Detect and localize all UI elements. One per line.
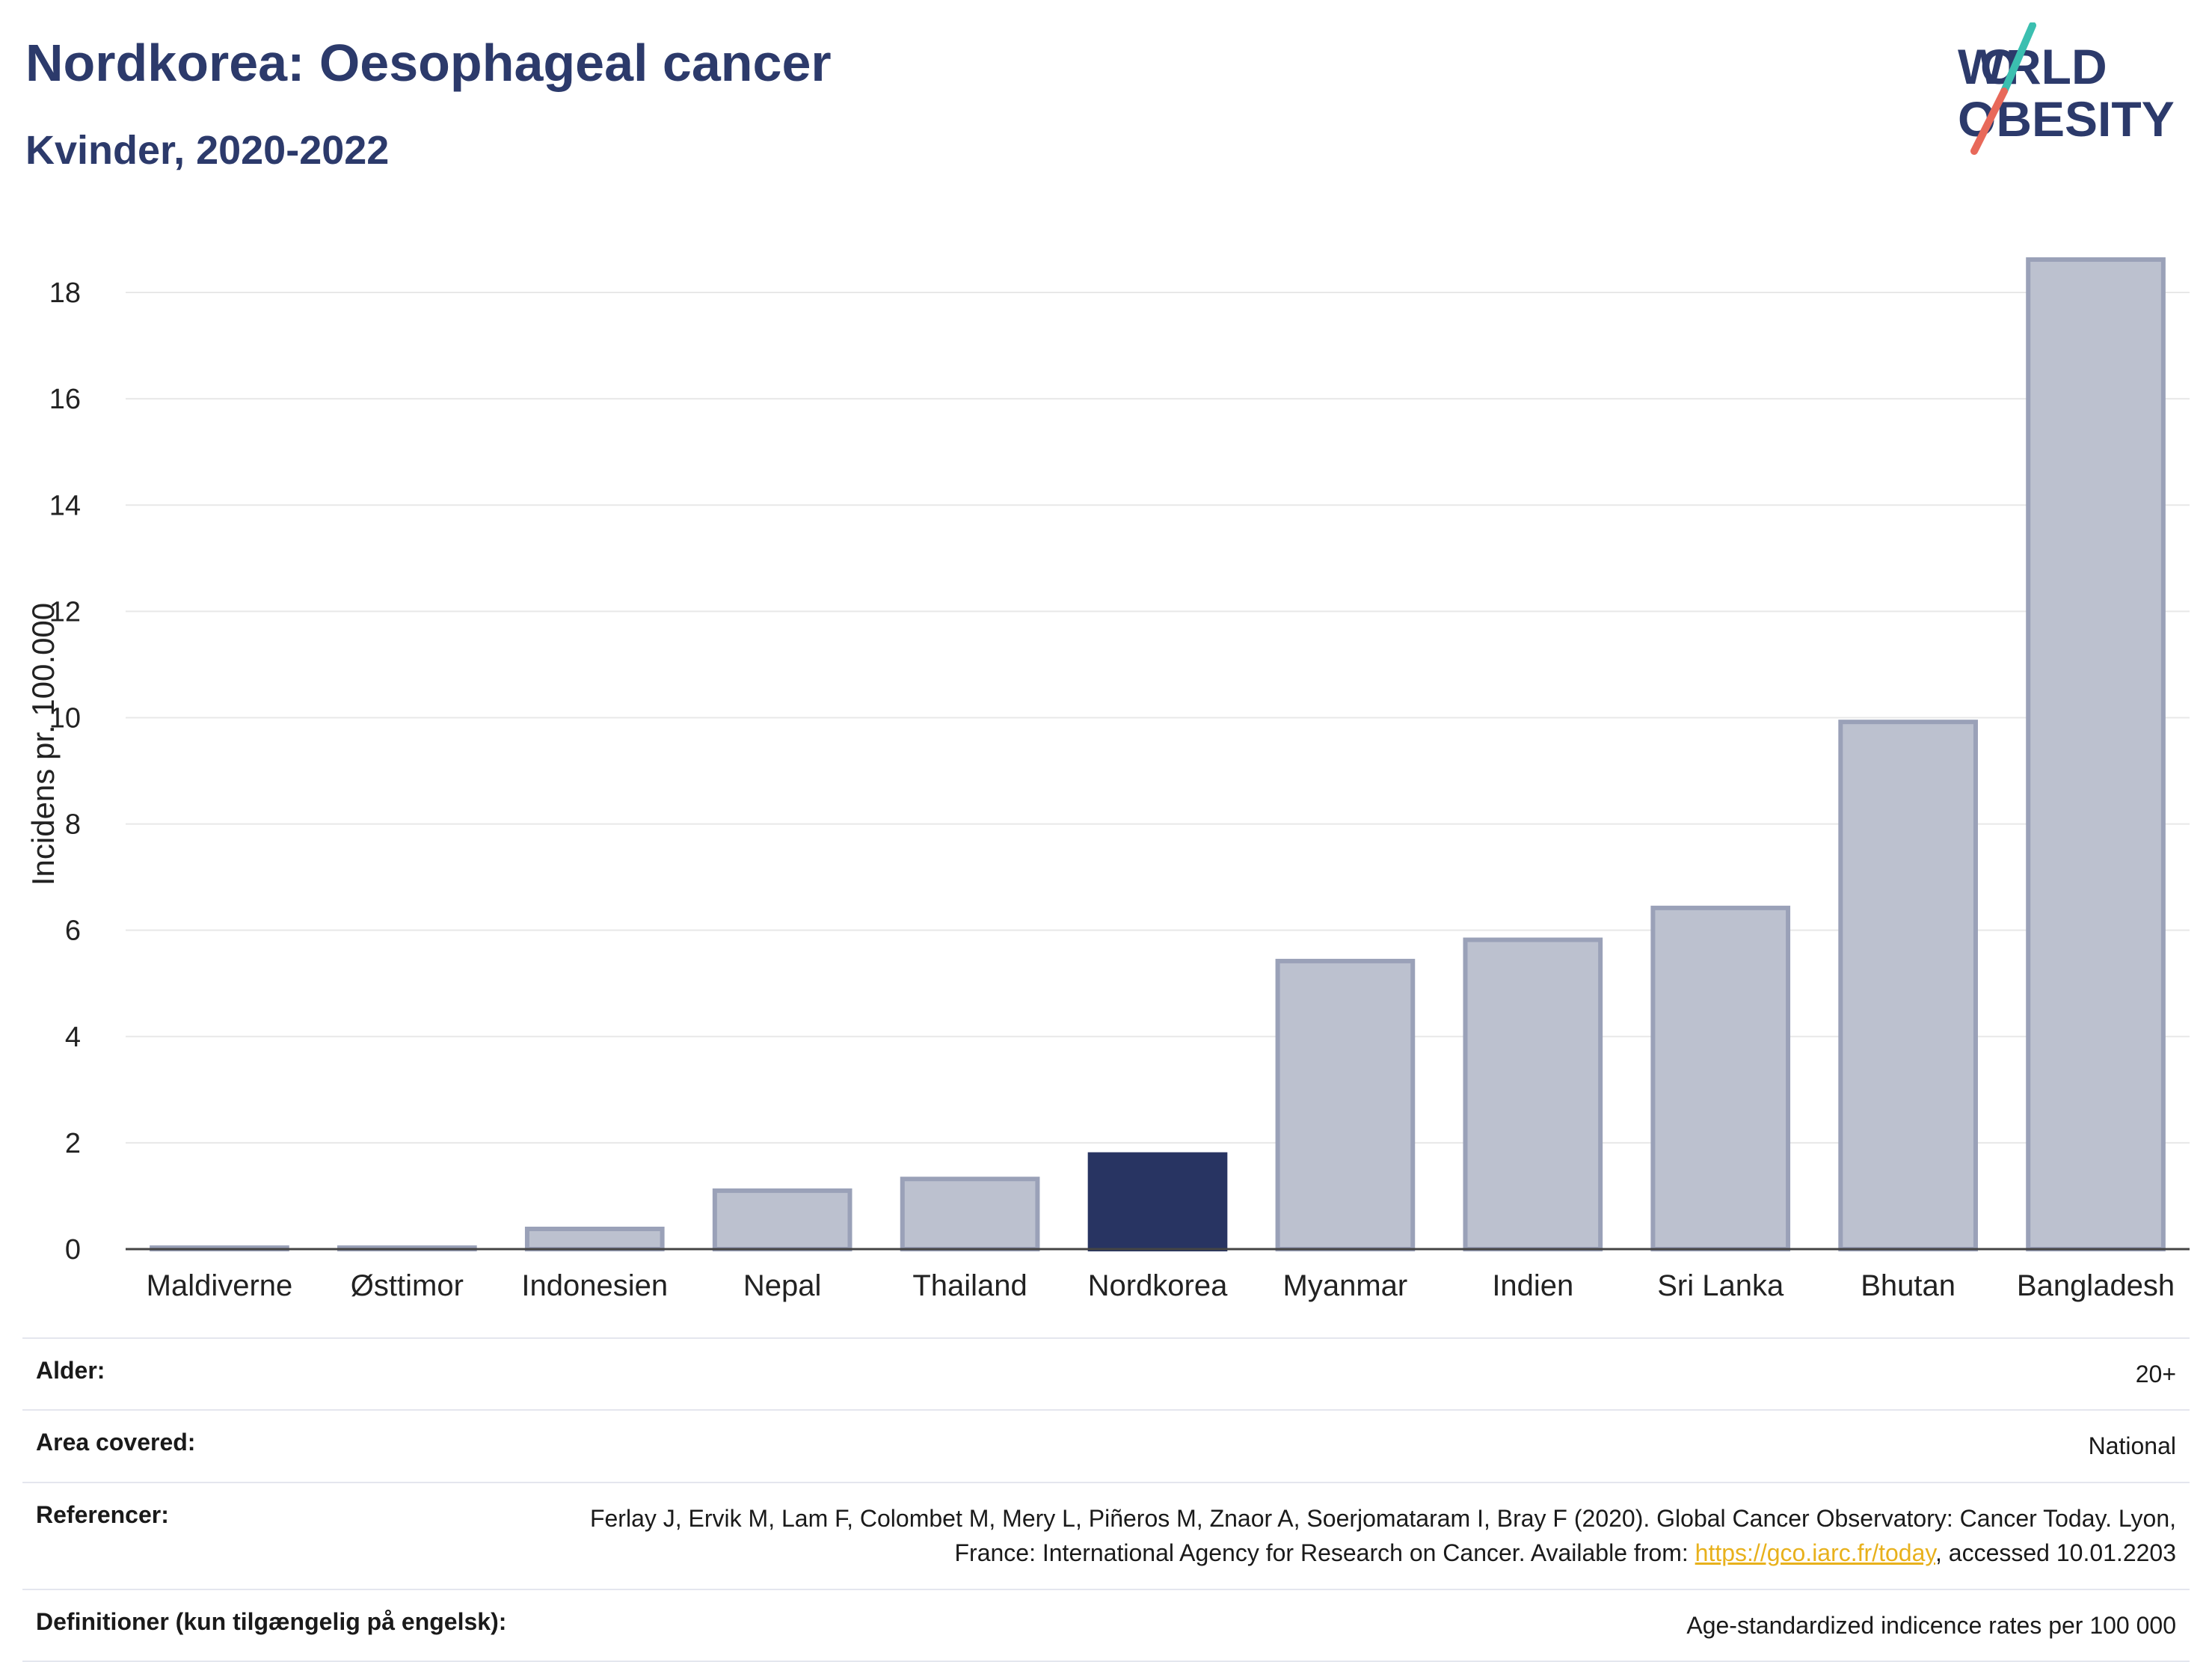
chart-subtitle: Kvinder, 2020-2022 xyxy=(25,128,390,173)
info-label: Area covered: xyxy=(36,1429,196,1456)
chart-title: Nordkorea: Oesophageal cancer xyxy=(25,34,832,92)
x-tick-label: Østtimor xyxy=(351,1269,464,1302)
info-value: National xyxy=(2088,1432,2176,1460)
info-label: Definitioner (kun tilgængelig på engelsk… xyxy=(36,1607,507,1635)
info-label: Alder: xyxy=(36,1357,105,1384)
bar-nepal xyxy=(712,1188,852,1252)
bar-bangladesh xyxy=(2026,257,2166,1251)
info-row-definitions: Definitioner (kun tilgængelig på engelsk… xyxy=(22,1588,2190,1662)
y-tick-label: 4 xyxy=(65,1022,81,1053)
info-value: Ferlay J, Ervik M, Lam F, Colombet M, Me… xyxy=(568,1501,2176,1571)
x-tick-label: Thailand xyxy=(912,1269,1027,1302)
reference-link[interactable]: https://gco.iarc.fr/today xyxy=(1695,1539,1935,1567)
y-tick-label: 2 xyxy=(65,1128,81,1159)
x-tick-label: Indien xyxy=(1492,1269,1573,1302)
x-tick-label: Myanmar xyxy=(1283,1269,1408,1302)
y-tick-label: 10 xyxy=(49,702,81,734)
info-table: Alder: 20+ Area covered: National Refere… xyxy=(22,1337,2190,1662)
bar-indien xyxy=(1463,937,1603,1251)
bar-myanmar xyxy=(1275,958,1416,1251)
info-value: 20+ xyxy=(2135,1361,2176,1387)
bar-sri-lanka xyxy=(1650,905,1791,1251)
x-tick-label: Sri Lanka xyxy=(1657,1269,1784,1302)
bar-bhutan xyxy=(1838,720,1978,1251)
info-label: Referencer: xyxy=(36,1500,169,1528)
x-tick-label: Nepal xyxy=(743,1269,822,1302)
svg-text:W: W xyxy=(1958,39,2005,94)
info-row-area: Area covered: National xyxy=(22,1409,2190,1481)
x-tick-label: Maldiverne xyxy=(147,1269,293,1302)
y-tick-label: 8 xyxy=(65,809,81,841)
bar-thailand xyxy=(900,1177,1040,1252)
x-tick-label: Bhutan xyxy=(1861,1269,1956,1302)
info-row-age: Alder: 20+ xyxy=(22,1337,2190,1409)
info-value: Age-standardized indicence rates per 100… xyxy=(1686,1611,2176,1639)
y-tick-label: 0 xyxy=(65,1234,81,1266)
bar-nordkorea xyxy=(1087,1152,1228,1252)
x-tick-label: Indonesien xyxy=(521,1269,668,1302)
reference-text: Ferlay J, Ervik M, Lam F, Colombet M, Me… xyxy=(589,1504,2176,1567)
bar-chart: 0 2 4 6 8 10 12 14 16 18 Incidens pr. 100.000 Maldi… xyxy=(25,257,2190,1302)
y-tick-label: 6 xyxy=(65,916,81,947)
y-axis-label: Incidens pr. 100.000 xyxy=(25,603,61,886)
info-row-references: Referencer: Ferlay J, Ervik M, Lam F, Co… xyxy=(22,1481,2190,1589)
y-tick-label: 12 xyxy=(49,596,81,628)
bar-indonesien xyxy=(524,1227,665,1251)
reference-accessed: , accessed 10.01.2203 xyxy=(1935,1539,2176,1567)
y-tick-label: 16 xyxy=(49,384,81,415)
x-tick-label: Nordkorea xyxy=(1088,1269,1229,1302)
world-obesity-logo: W RLD O OBESITY xyxy=(1958,22,2175,155)
y-tick-label: 18 xyxy=(49,277,81,309)
x-tick-label: Bangladesh xyxy=(2017,1269,2175,1302)
y-tick-label: 14 xyxy=(49,490,81,521)
